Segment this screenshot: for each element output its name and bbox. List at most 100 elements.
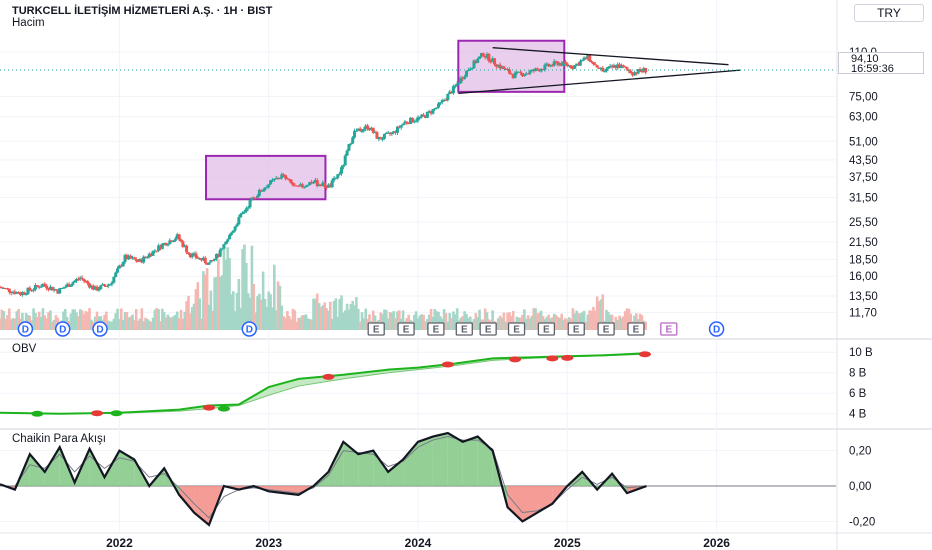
candle-body[interactable]	[375, 132, 379, 139]
candle-body[interactable]	[205, 262, 209, 265]
candle-body[interactable]	[291, 182, 295, 186]
candle-body[interactable]	[117, 265, 121, 269]
candle-body[interactable]	[547, 63, 551, 67]
candle-body[interactable]	[354, 130, 358, 132]
candle-body[interactable]	[280, 174, 284, 178]
candle-body[interactable]	[71, 282, 75, 286]
candle-body[interactable]	[134, 259, 138, 262]
candle-body[interactable]	[7, 288, 11, 293]
earnings-badge[interactable]	[507, 322, 526, 336]
candle-body[interactable]	[610, 65, 614, 68]
candle-body[interactable]	[88, 283, 92, 288]
candle-body[interactable]	[367, 129, 371, 131]
candle-body[interactable]	[496, 64, 500, 67]
candle-body[interactable]	[326, 184, 330, 188]
obv-line[interactable]	[0, 352, 647, 415]
candle-body[interactable]	[425, 111, 429, 118]
candle-body[interactable]	[108, 284, 112, 286]
candle-body[interactable]	[17, 292, 21, 294]
candle-body[interactable]	[558, 63, 562, 66]
candle-body[interactable]	[196, 257, 200, 259]
candle-body[interactable]	[524, 73, 528, 75]
cmf-pane[interactable]	[0, 431, 836, 527]
candle-body[interactable]	[4, 288, 8, 290]
candle-body[interactable]	[194, 253, 198, 258]
candle-body[interactable]	[366, 125, 370, 130]
candle-body[interactable]	[437, 103, 441, 108]
candle-body[interactable]	[224, 241, 228, 245]
candle-body[interactable]	[95, 286, 99, 291]
candle-body[interactable]	[519, 71, 523, 74]
candle-body[interactable]	[504, 69, 508, 71]
candle-body[interactable]	[618, 64, 622, 69]
candle-body[interactable]	[190, 253, 194, 258]
candle-body[interactable]	[136, 261, 140, 263]
candle-body[interactable]	[532, 69, 536, 72]
trendline[interactable]	[458, 69, 741, 95]
candle-body[interactable]	[284, 175, 288, 179]
candle-body[interactable]	[453, 85, 457, 87]
candle-body[interactable]	[565, 63, 569, 66]
candle-body[interactable]	[256, 195, 260, 198]
candle-body[interactable]	[392, 131, 396, 133]
candle-body[interactable]	[494, 64, 498, 67]
candle-body[interactable]	[379, 137, 383, 140]
candle-body[interactable]	[306, 185, 310, 187]
candle-body[interactable]	[170, 240, 174, 243]
candle-body[interactable]	[198, 258, 202, 260]
candle-body[interactable]	[222, 244, 226, 249]
earnings-badge[interactable]	[367, 322, 385, 336]
candle-body[interactable]	[621, 65, 625, 67]
candle-body[interactable]	[356, 128, 360, 131]
candle-body[interactable]	[158, 245, 162, 249]
candle-body[interactable]	[121, 262, 125, 267]
candle-body[interactable]	[526, 73, 530, 75]
candle-body[interactable]	[186, 252, 190, 255]
candle-body[interactable]	[476, 58, 480, 63]
candle-body[interactable]	[304, 185, 308, 187]
candle-body[interactable]	[405, 121, 409, 123]
candle-body[interactable]	[242, 211, 246, 213]
candle-body[interactable]	[272, 179, 276, 181]
candle-body[interactable]	[179, 239, 183, 242]
candle-body[interactable]	[569, 65, 573, 69]
earnings-badge[interactable]	[567, 322, 585, 336]
candle-body[interactable]	[32, 289, 36, 291]
candle-body[interactable]	[168, 240, 172, 245]
candle-body[interactable]	[517, 71, 521, 73]
candle-body[interactable]	[483, 56, 487, 58]
candle-body[interactable]	[76, 278, 80, 280]
candle-body[interactable]	[541, 69, 545, 71]
candle-body[interactable]	[207, 262, 211, 265]
candle-body[interactable]	[575, 63, 579, 66]
candle-body[interactable]	[22, 292, 26, 295]
candle-body[interactable]	[213, 258, 217, 261]
candle-body[interactable]	[409, 117, 413, 124]
candle-body[interactable]	[599, 67, 603, 69]
candle-body[interactable]	[595, 65, 599, 68]
cmf-line[interactable]	[0, 431, 647, 527]
candle-body[interactable]	[129, 255, 133, 259]
candle-body[interactable]	[308, 181, 312, 186]
candle-body[interactable]	[498, 64, 502, 69]
candle-body[interactable]	[465, 70, 469, 77]
candle-body[interactable]	[403, 121, 407, 124]
candle-body[interactable]	[640, 71, 644, 73]
candle-body[interactable]	[614, 65, 618, 69]
candle-body[interactable]	[237, 217, 241, 225]
candle-body[interactable]	[448, 91, 452, 94]
candle-body[interactable]	[50, 286, 54, 291]
candle-body[interactable]	[588, 54, 592, 62]
candle-body[interactable]	[185, 245, 189, 253]
candle-body[interactable]	[241, 212, 245, 214]
candle-body[interactable]	[172, 240, 176, 243]
candle-body[interactable]	[99, 285, 103, 290]
candle-body[interactable]	[60, 288, 64, 290]
candle-body[interactable]	[522, 74, 526, 77]
candle-body[interactable]	[580, 59, 584, 62]
candle-body[interactable]	[500, 66, 504, 69]
candle-body[interactable]	[381, 138, 385, 140]
candle-body[interactable]	[521, 73, 524, 77]
candle-body[interactable]	[450, 91, 454, 94]
